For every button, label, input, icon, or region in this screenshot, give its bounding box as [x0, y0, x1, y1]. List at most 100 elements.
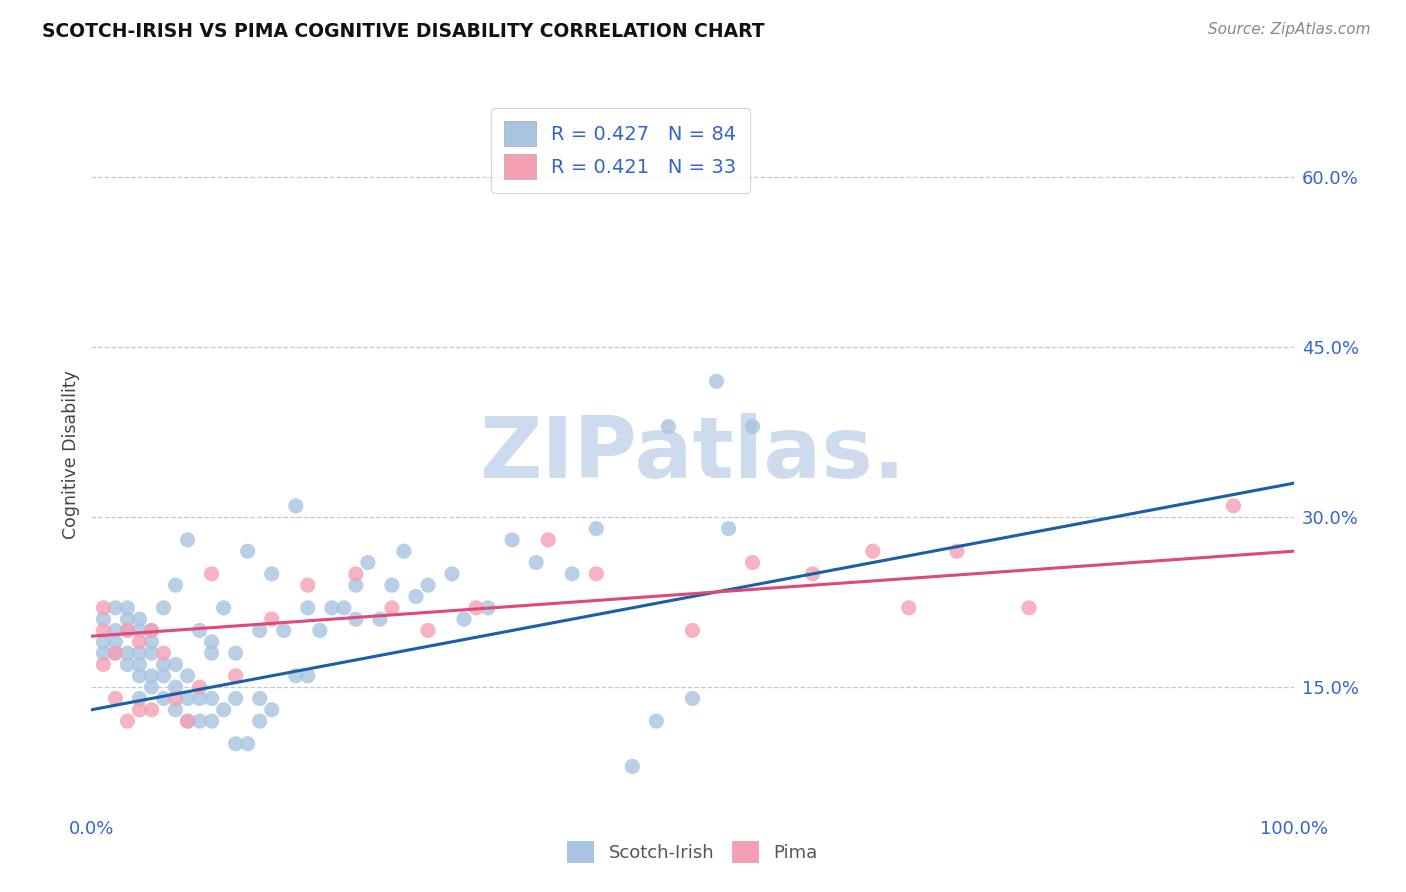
Point — [621, 759, 644, 773]
Point — [741, 556, 763, 570]
Point — [152, 669, 174, 683]
Text: ZIPatlas.: ZIPatlas. — [479, 413, 905, 497]
Point — [236, 737, 259, 751]
Point — [104, 646, 127, 660]
Point — [165, 578, 187, 592]
Point — [188, 714, 211, 728]
Point — [357, 556, 380, 570]
Point — [368, 612, 391, 626]
Point — [477, 600, 499, 615]
Point — [585, 522, 607, 536]
Point — [561, 566, 583, 581]
Point — [405, 590, 427, 604]
Point — [225, 669, 247, 683]
Point — [93, 657, 115, 672]
Point — [381, 578, 404, 592]
Point — [176, 714, 198, 728]
Point — [524, 556, 547, 570]
Point — [152, 600, 174, 615]
Point — [176, 691, 198, 706]
Point — [165, 657, 187, 672]
Point — [465, 600, 488, 615]
Point — [117, 600, 139, 615]
Point — [152, 646, 174, 660]
Point — [128, 669, 150, 683]
Point — [273, 624, 295, 638]
Point — [657, 419, 679, 434]
Point — [284, 669, 307, 683]
Point — [128, 691, 150, 706]
Point — [225, 737, 247, 751]
Point — [681, 691, 703, 706]
Point — [104, 635, 127, 649]
Point — [344, 612, 367, 626]
Point — [104, 646, 127, 660]
Point — [141, 669, 163, 683]
Point — [201, 691, 224, 706]
Point — [321, 600, 343, 615]
Point — [128, 703, 150, 717]
Point — [176, 669, 198, 683]
Point — [946, 544, 969, 558]
Point — [297, 669, 319, 683]
Point — [1018, 600, 1040, 615]
Point — [453, 612, 475, 626]
Point — [1222, 499, 1244, 513]
Point — [141, 624, 163, 638]
Point — [344, 566, 367, 581]
Point — [249, 691, 271, 706]
Point — [297, 600, 319, 615]
Point — [284, 499, 307, 513]
Point — [308, 624, 330, 638]
Point — [165, 703, 187, 717]
Point — [416, 624, 439, 638]
Point — [201, 646, 224, 660]
Point — [201, 635, 224, 649]
Point — [537, 533, 560, 547]
Point — [249, 624, 271, 638]
Point — [128, 635, 150, 649]
Point — [381, 600, 404, 615]
Point — [93, 612, 115, 626]
Point — [117, 646, 139, 660]
Point — [440, 566, 463, 581]
Point — [501, 533, 523, 547]
Point — [717, 522, 740, 536]
Text: SCOTCH-IRISH VS PIMA COGNITIVE DISABILITY CORRELATION CHART: SCOTCH-IRISH VS PIMA COGNITIVE DISABILIT… — [42, 22, 765, 41]
Point — [225, 691, 247, 706]
Point — [392, 544, 415, 558]
Point — [333, 600, 356, 615]
Point — [212, 600, 235, 615]
Point — [260, 566, 283, 581]
Point — [141, 646, 163, 660]
Point — [141, 703, 163, 717]
Point — [152, 691, 174, 706]
Point — [141, 635, 163, 649]
Point — [141, 624, 163, 638]
Point — [706, 374, 728, 388]
Point — [212, 703, 235, 717]
Point — [128, 657, 150, 672]
Point — [152, 657, 174, 672]
Point — [585, 566, 607, 581]
Point — [93, 646, 115, 660]
Y-axis label: Cognitive Disability: Cognitive Disability — [62, 370, 80, 540]
Point — [188, 691, 211, 706]
Point — [128, 612, 150, 626]
Point — [117, 714, 139, 728]
Point — [297, 578, 319, 592]
Point — [249, 714, 271, 728]
Point — [741, 419, 763, 434]
Point — [141, 680, 163, 694]
Point — [117, 624, 139, 638]
Point — [117, 624, 139, 638]
Point — [188, 680, 211, 694]
Point — [165, 680, 187, 694]
Point — [236, 544, 259, 558]
Point — [104, 600, 127, 615]
Point — [117, 657, 139, 672]
Point — [165, 691, 187, 706]
Legend: Scotch-Irish, Pima: Scotch-Irish, Pima — [560, 834, 825, 871]
Point — [117, 612, 139, 626]
Point — [93, 635, 115, 649]
